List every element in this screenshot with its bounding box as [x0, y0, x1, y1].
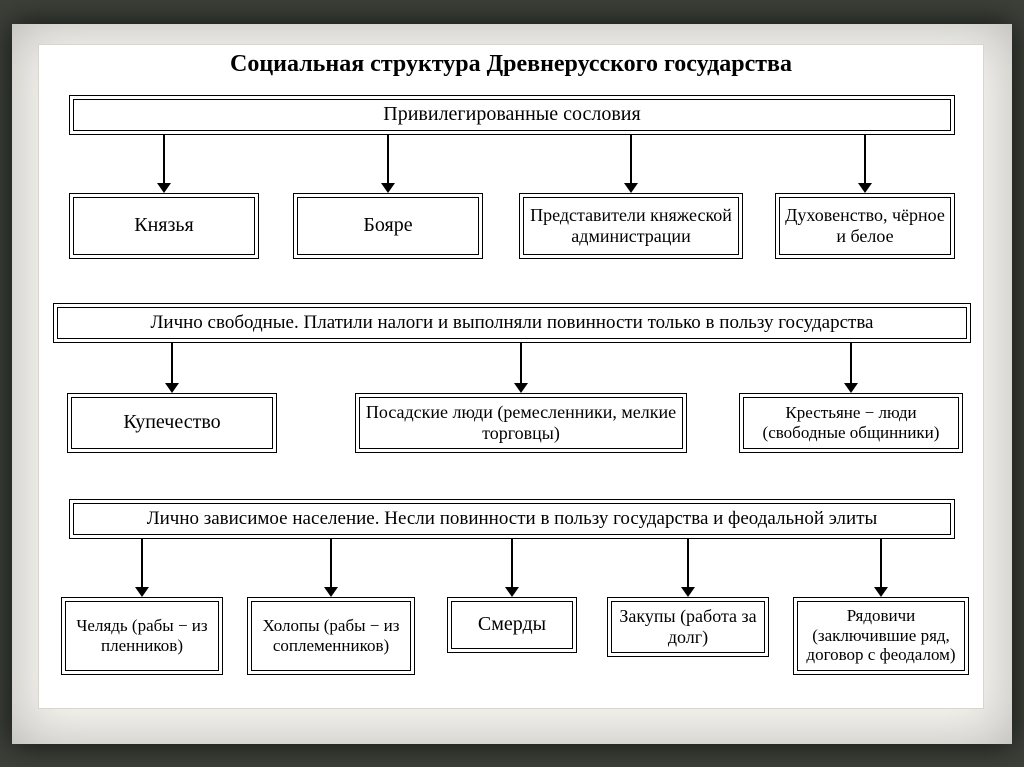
node-duh: Духовенство, чёрное и белое	[775, 193, 955, 259]
node-kup: Купечество	[67, 393, 277, 453]
node-admin: Представители княжеской администрации	[519, 193, 743, 259]
node-priv: Привилегированные сословия	[69, 95, 955, 135]
slide-frame: Социальная структура Древнерусского госу…	[12, 24, 1012, 744]
node-chel: Челядь (рабы − из пленников)	[61, 597, 223, 675]
node-knyaz: Князья	[69, 193, 259, 259]
node-zakup: Закупы (работа за долг)	[607, 597, 769, 657]
node-smerd: Смерды	[447, 597, 577, 653]
node-dep: Лично зависимое население. Несли повинно…	[69, 499, 955, 539]
node-krest: Крестьяне − люди (свободные общинники)	[739, 393, 963, 453]
node-boyare: Бояре	[293, 193, 483, 259]
node-free: Лично свободные. Платили налоги и выполн…	[53, 303, 971, 343]
diagram-title: Социальная структура Древнерусского госу…	[39, 45, 983, 78]
diagram-panel: Социальная структура Древнерусского госу…	[38, 44, 984, 709]
node-khol: Холопы (рабы − из соплеменников)	[247, 597, 415, 675]
node-posad: Посадские люди (ремесленники, мелкие тор…	[355, 393, 687, 453]
node-ryad: Рядовичи (заключившие ряд, договор с фео…	[793, 597, 969, 675]
